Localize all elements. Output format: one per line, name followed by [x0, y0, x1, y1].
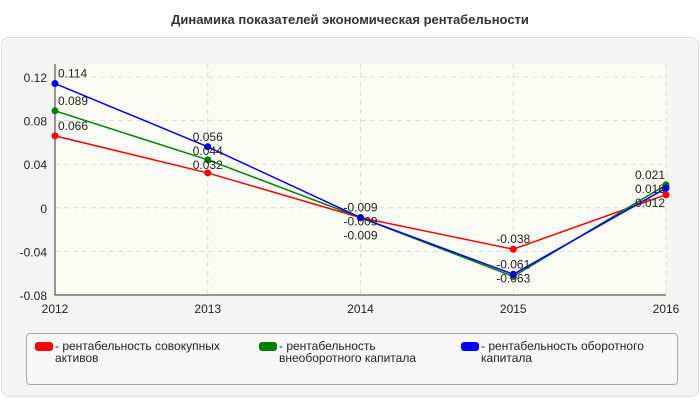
plot-area	[55, 64, 666, 295]
data-label: -0.009	[343, 201, 377, 215]
data-label: -0.009	[343, 215, 377, 229]
y-tick-label: 0.04	[24, 158, 48, 172]
y-tick-label: 0.12	[24, 71, 48, 85]
legend-label: - рентабельность совокупных активов	[55, 339, 220, 365]
legend: - рентабельность совокупных активов - ре…	[26, 333, 678, 385]
data-label: 0.018	[635, 182, 665, 196]
data-point	[662, 184, 670, 192]
x-tick-label: 2015	[500, 302, 527, 316]
data-label: 0.066	[58, 119, 88, 133]
data-label: 0.056	[193, 130, 223, 144]
y-tick-label: -0.04	[20, 245, 48, 259]
y-tick-label: 0	[40, 202, 47, 216]
data-label: 0.044	[193, 144, 223, 158]
data-point	[204, 143, 212, 151]
data-label: -0.009	[343, 229, 377, 243]
data-point	[51, 132, 59, 140]
data-point	[51, 80, 59, 88]
x-tick-label: 2014	[347, 302, 374, 316]
legend-label: - рентабельность оборотного капитала	[481, 339, 644, 365]
x-tick-label: 2012	[42, 302, 69, 316]
data-label: -0.063	[496, 271, 530, 285]
data-point	[662, 191, 670, 199]
data-label: 0.032	[193, 158, 223, 172]
data-label: 0.089	[58, 94, 88, 108]
data-label: -0.038	[496, 232, 530, 246]
legend-swatch	[461, 342, 479, 351]
chart-title: Динамика показателей экономическая рента…	[171, 12, 529, 27]
legend-swatch	[259, 342, 277, 351]
data-point	[509, 270, 517, 278]
data-point	[509, 245, 517, 253]
data-point	[204, 156, 212, 164]
x-tick-label: 2013	[194, 302, 221, 316]
data-label: 0.012	[635, 196, 665, 210]
y-tick-label: 0.08	[24, 115, 48, 129]
y-tick-label: -0.08	[20, 289, 48, 303]
x-tick-label: 2016	[653, 302, 680, 316]
data-point	[51, 107, 59, 115]
data-point	[204, 169, 212, 177]
legend-label: - рентабельность внеоборотного капитала	[279, 339, 416, 365]
data-label: 0.114	[58, 67, 87, 81]
legend-swatch	[35, 342, 53, 351]
data-label: -0.061	[496, 257, 530, 271]
data-label: 0.021	[635, 168, 665, 182]
data-point	[357, 214, 364, 222]
